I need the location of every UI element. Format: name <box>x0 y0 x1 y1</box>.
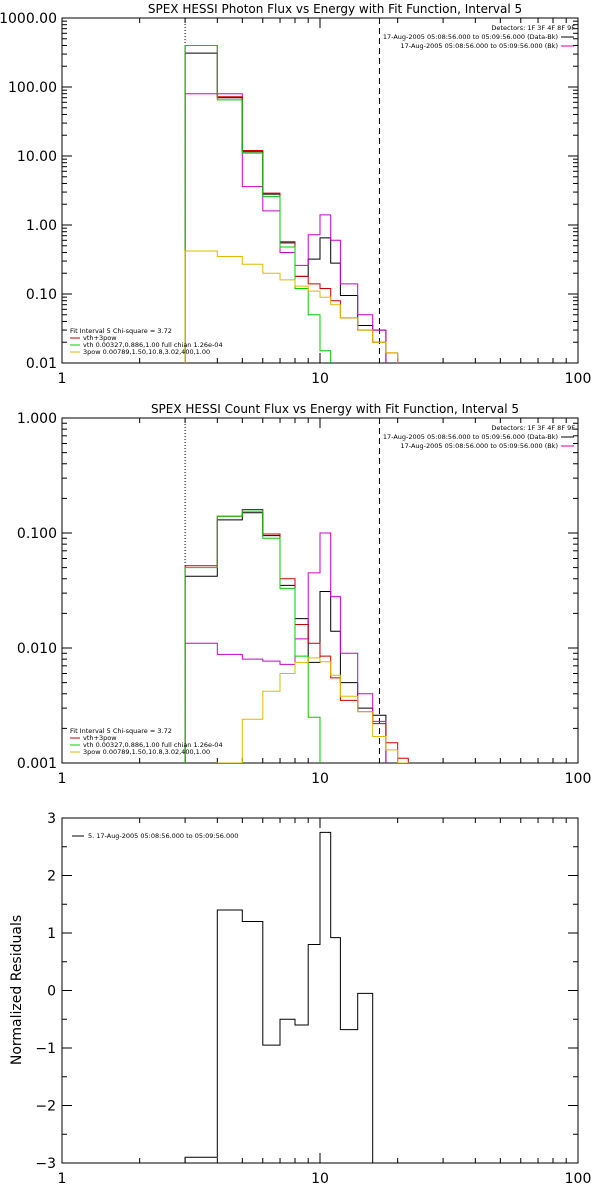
count-detectors-label: Detectors: 1F 3F 4F 8F 9F <box>491 424 575 432</box>
y-tick-label: 0.100 <box>17 526 57 542</box>
y-tick-label: 0.01 <box>26 356 57 372</box>
x-tick-label: 10 <box>311 371 329 387</box>
header-series-label: 17-Aug-2005 05:08:56.000 to 05:09:56.000… <box>383 433 558 441</box>
photon-plot-frame <box>61 17 579 364</box>
y-tick-label: 0.001 <box>17 756 57 772</box>
photon-flux-title: SPEX HESSI Photon Flux vs Energy with Fi… <box>148 2 522 16</box>
fit-legend-label: vth+3pow <box>83 734 117 742</box>
series-vth <box>184 510 321 763</box>
y-tick-label: 100.00 <box>8 80 57 96</box>
x-tick-label: 10 <box>311 1171 329 1187</box>
y-tick-label: −2 <box>35 1099 56 1115</box>
y-tick-label: −1 <box>35 1041 56 1057</box>
fit-legend-label: Fit Interval 5 Chi-square = 3.72 <box>70 727 172 735</box>
y-tick-label: 3 <box>47 811 56 827</box>
x-tick-label: 1 <box>58 771 67 787</box>
header-series-label: 17-Aug-2005 05:08:56.000 to 05:09:56.000… <box>401 442 558 450</box>
y-tick-label: 0 <box>47 984 56 1000</box>
y-tick-label: 0.010 <box>17 641 57 657</box>
y-tick-label: 1 <box>47 926 56 942</box>
y-tick-label: 0.10 <box>26 287 57 303</box>
y-tick-label: 2 <box>47 869 56 885</box>
series-bk <box>184 532 387 763</box>
x-tick-label: 100 <box>565 771 592 787</box>
fit-legend-label: 3pow 0.00789,1.50,10.8,3.02,400,1.00 <box>83 348 210 356</box>
header-series-label: 17-Aug-2005 05:08:56.000 to 05:09:56.000… <box>401 42 558 50</box>
count-flux-title: SPEX HESSI Count Flux vs Energy with Fit… <box>151 402 519 416</box>
x-tick-label: 100 <box>565 371 592 387</box>
count-flux-panel: SPEX HESSI Count Flux vs Energy with Fit… <box>17 402 592 787</box>
y-tick-label: 10.00 <box>17 149 57 165</box>
photon-flux-panel: SPEX HESSI Photon Flux vs Energy with Fi… <box>0 2 591 387</box>
residuals-y-axis-label: Normalized Residuals <box>9 915 25 1065</box>
series-bk <box>184 93 387 363</box>
series-vth <box>184 45 332 363</box>
series-3pow <box>216 657 409 763</box>
x-tick-label: 10 <box>311 771 329 787</box>
header-series-label: 17-Aug-2005 05:08:56.000 to 05:09:56.000… <box>383 33 558 41</box>
y-tick-label: 1.000 <box>17 411 57 427</box>
x-tick-label: 100 <box>565 1171 592 1187</box>
fit-legend-label: Fit Interval 5 Chi-square = 3.72 <box>70 327 172 335</box>
residuals-legend-label: 5. 17-Aug-2005 05:08:56.000 to 05:09:56.… <box>88 832 238 840</box>
count-plot-frame <box>61 417 579 764</box>
series-residuals <box>184 831 374 1163</box>
series-3pow <box>184 250 399 363</box>
series-data-bk <box>184 512 387 763</box>
series-vth-3pow <box>184 509 409 763</box>
y-tick-label: 1000.00 <box>0 11 57 27</box>
fit-legend-label: vth+3pow <box>83 334 117 342</box>
fit-legend-label: 3pow 0.00789,1.50,10.8,3.02,400,1.00 <box>83 748 210 756</box>
photon-detectors-label: Detectors: 1F 3F 4F 8F 9F <box>491 24 575 32</box>
fit-legend-label: vth 0.00327,0.886,1.00 full chian 1.26e-… <box>83 341 223 349</box>
y-tick-label: 1.00 <box>26 218 57 234</box>
x-tick-label: 1 <box>58 1171 67 1187</box>
x-tick-label: 1 <box>58 371 67 387</box>
y-tick-label: −3 <box>35 1156 56 1172</box>
fit-legend-label: vth 0.00327,0.886,1.00 full chian 1.26e-… <box>83 741 223 749</box>
